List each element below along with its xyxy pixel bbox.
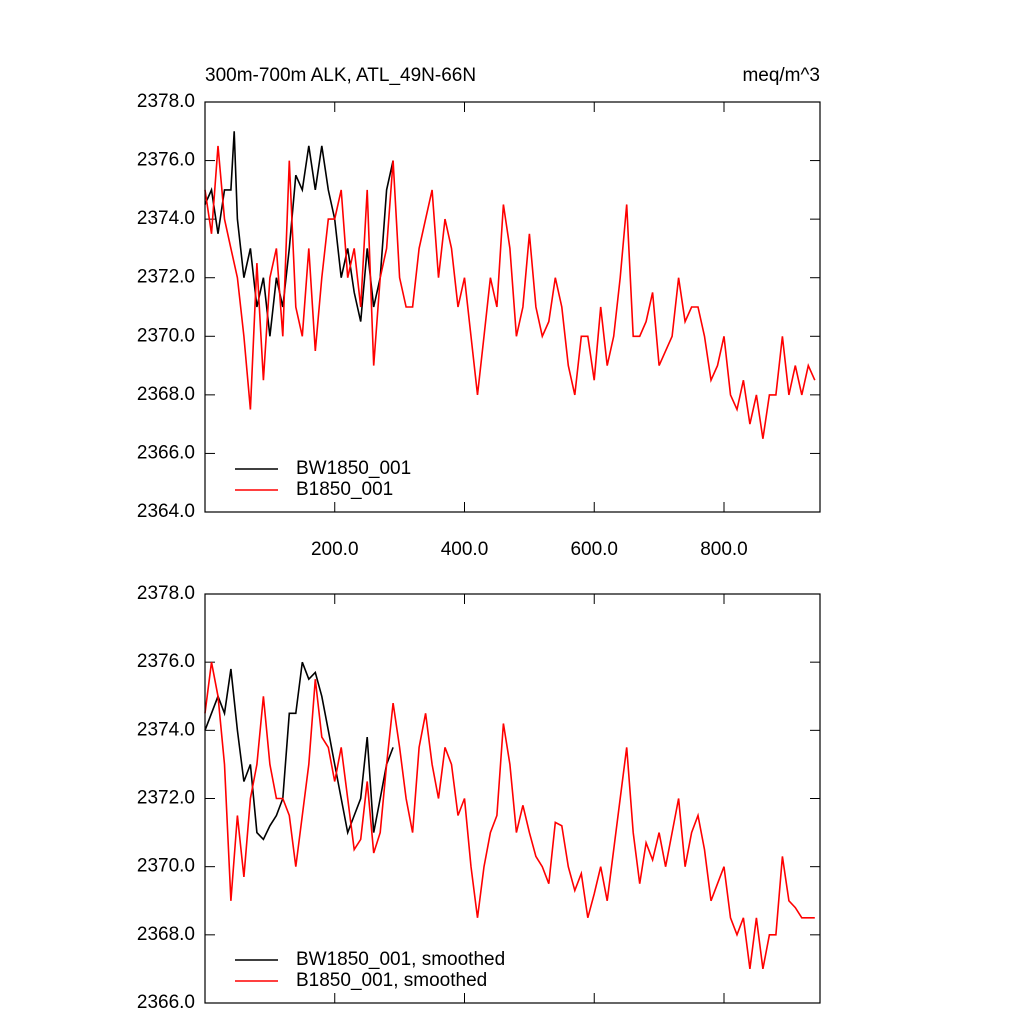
legend-label: BW1850_001, smoothed [296, 949, 505, 970]
x-tick-label: 400.0 [441, 539, 489, 560]
y-tick-label: 2376.0 [137, 150, 195, 171]
x-tick-label: 800.0 [700, 539, 748, 560]
legend-label: B1850_001, smoothed [296, 970, 487, 991]
y-tick-label: 2376.0 [137, 651, 195, 672]
x-tick-label: 600.0 [570, 539, 618, 560]
y-tick-label: 2370.0 [137, 856, 195, 877]
y-tick-label: 2366.0 [137, 992, 195, 1013]
x-tick-label: 200.0 [311, 539, 359, 560]
y-tick-label: 2378.0 [137, 91, 195, 112]
data-line [204, 131, 394, 337]
y-tick-label: 2368.0 [137, 384, 195, 405]
y-tick-label: 2372.0 [137, 267, 195, 288]
units-label: meq/m^3 [742, 65, 820, 86]
legend-label: BW1850_001 [296, 458, 411, 479]
data-line [204, 662, 815, 970]
y-tick-label: 2374.0 [137, 719, 195, 740]
y-tick-label: 2364.0 [137, 501, 195, 522]
y-tick-label: 2374.0 [137, 208, 195, 229]
y-tick-label: 2372.0 [137, 788, 195, 809]
y-tick-label: 2378.0 [137, 583, 195, 604]
y-tick-label: 2370.0 [137, 325, 195, 346]
data-line [204, 145, 816, 439]
data-line [204, 661, 394, 841]
legend-label: B1850_001 [296, 479, 393, 500]
plot-frame [204, 101, 821, 513]
y-tick-label: 2366.0 [137, 442, 195, 463]
plot-frame [204, 593, 821, 1004]
chart-title: 300m-700m ALK, ATL_49N-66N [205, 65, 476, 86]
y-tick-label: 2368.0 [137, 924, 195, 945]
